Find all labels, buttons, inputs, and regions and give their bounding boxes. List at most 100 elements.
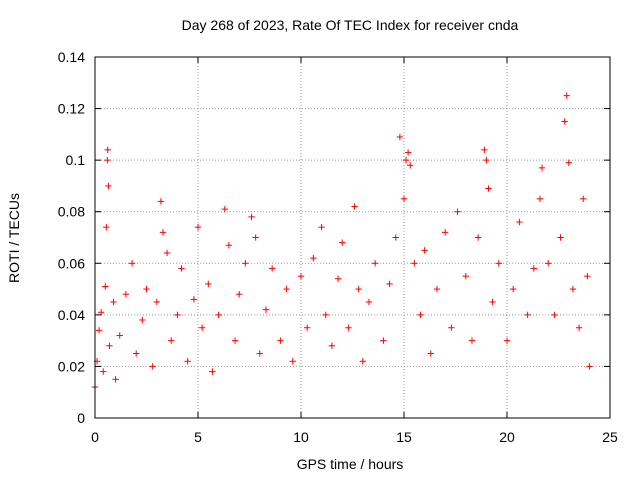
data-point [365, 298, 373, 306]
data-point [198, 324, 206, 331]
data-point [205, 280, 212, 288]
data-point [509, 285, 517, 293]
data-point [442, 229, 449, 236]
data-point [139, 316, 146, 324]
data-point [215, 311, 222, 319]
data-point [104, 156, 111, 164]
data-point [303, 324, 311, 331]
data-point [116, 332, 123, 339]
data-point [104, 146, 111, 154]
y-tick-label: 0 [77, 410, 85, 426]
y-tick-label: 0.1 [66, 152, 86, 168]
data-point [575, 324, 583, 331]
data-point [190, 296, 198, 303]
data-point [351, 203, 358, 210]
data-point [209, 368, 216, 375]
data-point [252, 234, 259, 241]
data-point [168, 337, 175, 344]
data-point [474, 234, 482, 241]
data-point [516, 218, 523, 226]
data-point [386, 280, 393, 288]
data-point [128, 260, 136, 267]
data-point [143, 285, 150, 293]
data-point [396, 133, 404, 141]
x-tick-label: 10 [293, 429, 309, 445]
x-tick-label: 5 [194, 429, 202, 445]
data-point [277, 337, 284, 344]
x-tick-label: 0 [91, 429, 99, 445]
grid-layer [95, 57, 610, 418]
data-point [310, 254, 317, 262]
data-point [236, 291, 243, 298]
data-point [328, 342, 336, 349]
data-point [163, 249, 171, 257]
data-point [433, 285, 441, 293]
data-point [561, 118, 568, 125]
x-tick-label: 20 [499, 429, 515, 445]
data-point [536, 195, 544, 203]
data-point [565, 159, 572, 166]
data-point [106, 342, 113, 349]
data-point [485, 185, 492, 192]
data-point [489, 298, 496, 306]
data-point [339, 239, 346, 246]
data-point [371, 260, 379, 267]
data-point [563, 92, 570, 99]
data-point [242, 260, 249, 267]
data-point [112, 376, 119, 383]
data-point [248, 213, 255, 221]
data-point [231, 337, 239, 344]
data-point [105, 182, 112, 190]
data-point [194, 223, 202, 231]
data-point [122, 291, 130, 298]
data-point [402, 156, 410, 164]
data-point [184, 358, 191, 365]
data-point [355, 285, 362, 293]
data-point [334, 275, 342, 282]
data-point [102, 283, 109, 290]
data-point [551, 311, 558, 319]
y-tick-label: 0.12 [58, 101, 85, 117]
data-point [359, 358, 366, 365]
data-point [411, 260, 418, 267]
data-point [421, 247, 428, 254]
data-point [481, 146, 488, 154]
data-point [530, 265, 537, 272]
data-point [153, 298, 160, 306]
x-tick-label: 25 [602, 429, 618, 445]
data-point [462, 272, 469, 280]
y-tick-label: 0.08 [58, 204, 85, 220]
data-point [268, 265, 276, 272]
data-point [406, 162, 414, 169]
data-point [256, 350, 263, 357]
data-point [318, 223, 325, 231]
data-point [524, 311, 531, 319]
data-points [91, 92, 593, 391]
data-point [448, 324, 455, 331]
data-point [404, 149, 412, 156]
data-point [95, 327, 103, 334]
data-point [225, 242, 233, 249]
data-point [133, 350, 140, 357]
data-point [297, 272, 305, 280]
y-tick-label: 0.06 [58, 255, 85, 271]
x-tick-label: 15 [396, 429, 412, 445]
data-point [586, 363, 593, 370]
data-point [483, 156, 490, 164]
y-tick-label: 0.14 [58, 49, 85, 65]
data-point [97, 309, 105, 316]
data-point [468, 337, 476, 344]
y-tick-label: 0.04 [58, 307, 85, 323]
y-axis-label: ROTI / TECUs [6, 193, 22, 283]
data-point [262, 306, 270, 313]
data-point [569, 285, 577, 293]
data-point [417, 311, 424, 319]
data-point [392, 234, 399, 241]
data-point [427, 350, 434, 357]
data-point [584, 272, 591, 280]
data-point [110, 298, 117, 306]
data-point [545, 260, 552, 267]
data-point [289, 358, 296, 365]
